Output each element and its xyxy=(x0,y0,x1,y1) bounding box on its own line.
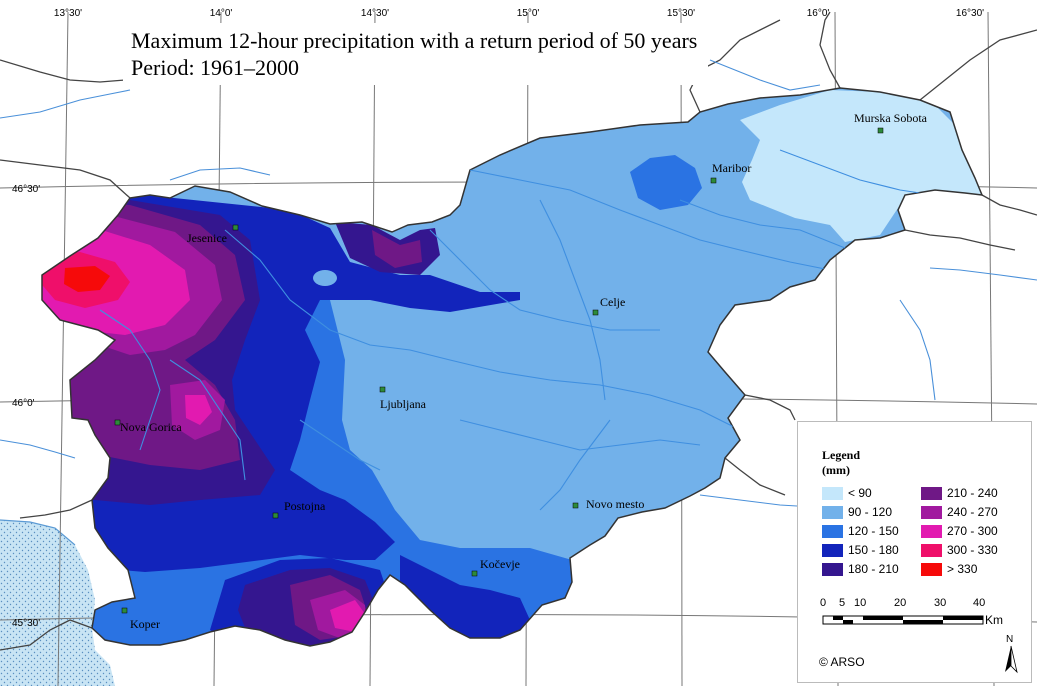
north-arrow-icon: N xyxy=(1005,634,1018,674)
cities: Murska Sobota Maribor Jesenice Celje Lju… xyxy=(114,111,928,631)
scale-tick: 20 xyxy=(894,597,906,609)
coord-lat-3: 45°30' xyxy=(12,618,40,629)
coord-lon-4: 15°0' xyxy=(517,8,540,19)
coord-lon-3: 14°30' xyxy=(361,8,389,19)
scale-tick: 40 xyxy=(973,597,985,609)
coord-lat-1: 46°30' xyxy=(12,184,40,195)
svg-text:Murska Sobota: Murska Sobota xyxy=(854,111,928,125)
svg-text:Jesenice: Jesenice xyxy=(187,231,227,245)
city-nova-gorica: Nova Gorica xyxy=(114,419,182,434)
svg-text:N: N xyxy=(1006,634,1013,645)
coord-lon-2: 14°0' xyxy=(210,8,233,19)
city-koper: Koper xyxy=(121,607,160,631)
svg-text:Nova Gorica: Nova Gorica xyxy=(120,420,182,434)
coord-lat-2: 46°0' xyxy=(12,398,35,409)
city-celje: Celje xyxy=(592,295,625,316)
svg-text:Maribor: Maribor xyxy=(712,161,751,175)
svg-text:Novo mesto: Novo mesto xyxy=(586,497,644,511)
legend-unit: (mm) xyxy=(822,463,850,477)
copyright: © ARSO xyxy=(819,655,865,669)
slovenia-border xyxy=(41,87,984,647)
scale-tick: 10 xyxy=(854,597,866,609)
country-borders xyxy=(0,11,1037,651)
sea-area xyxy=(0,520,115,686)
coordinate-labels: 13°30' 14°0' 14°30' 15°0' 15°30' 16°0' 1… xyxy=(12,8,984,629)
map-title: Maximum 12-hour precipitation with a ret… xyxy=(123,23,708,85)
city-postojna: Postojna xyxy=(272,499,326,519)
city-murska-sobota: Murska Sobota xyxy=(854,111,928,134)
city-ljubljana: Ljubljana xyxy=(379,386,427,411)
svg-text:Celje: Celje xyxy=(600,295,625,309)
title-line-1: Maximum 12-hour precipitation with a ret… xyxy=(131,28,698,53)
rivers-outside xyxy=(0,59,1037,507)
legend: Legend (mm) < 90 90 - 120 120 - 150 150 … xyxy=(797,421,1032,683)
scale-tick: 30 xyxy=(934,597,946,609)
svg-text:Postojna: Postojna xyxy=(284,499,326,513)
scale-tick: 5 xyxy=(839,597,845,609)
legend-title: Legend xyxy=(822,448,861,462)
svg-text:Koper: Koper xyxy=(130,617,160,631)
city-maribor: Maribor xyxy=(710,161,751,184)
city-novo-mesto: Novo mesto xyxy=(572,497,644,511)
city-jesenice: Jesenice xyxy=(187,224,239,245)
coord-lon-5: 15°30' xyxy=(667,8,695,19)
svg-text:Ljubljana: Ljubljana xyxy=(380,397,427,411)
city-kocevje: Kočevje xyxy=(471,557,520,577)
coord-lon-6: 16°0' xyxy=(807,8,830,19)
title-line-2: Period: 1961–2000 xyxy=(131,55,300,80)
coord-lon-1: 13°30' xyxy=(54,8,82,19)
scale-bar: 0 5 10 20 30 40 Km xyxy=(820,597,1003,627)
scale-tick: 0 xyxy=(820,597,826,609)
coord-lon-7: 16°30' xyxy=(956,8,984,19)
scale-unit: Km xyxy=(985,613,1003,627)
svg-text:Kočevje: Kočevje xyxy=(480,557,520,571)
